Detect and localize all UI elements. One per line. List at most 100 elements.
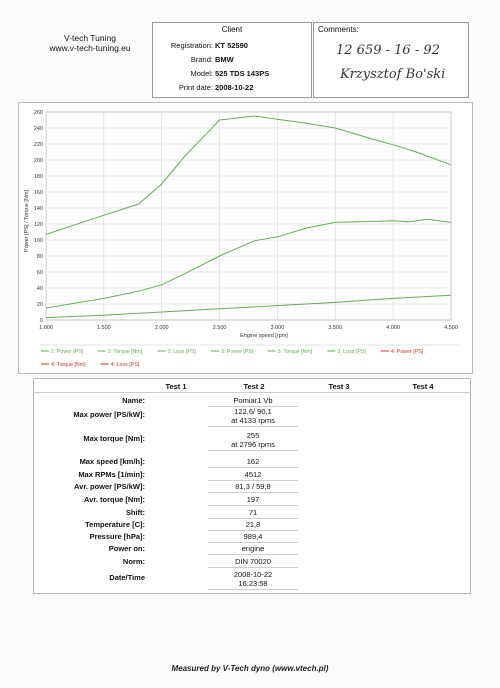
results-table: Test 1 Test 2 Test 3 Test 4 Name: Pomiar1… [33,378,471,594]
client-value: 2008-10-22 [215,83,254,92]
result-row-divider [208,480,298,481]
x-tick-label: 2.500 [213,325,227,331]
legend-item: 3: Loss [PS] [337,349,366,355]
result-value-line: 16:23:58 [238,579,268,588]
brand-block: V-tech Tuning www.v-tech-tuning.eu [30,33,150,53]
result-row-label: Max power [PS/kW]: [73,410,145,419]
legend-item: 2: Torque [Nm] [108,349,143,355]
result-row-divider [208,492,298,493]
result-value-test2: 122,6/ 90,1 at 4133 rpms [208,407,298,425]
result-row-divider [208,567,298,568]
chart-ticks: 1.000 1.500 2.000 2.500 3.000 3.500 4.000 4.500… [34,110,458,331]
y-tick-label: 20 [37,302,43,308]
dyno-chart-frame: 1.000 1.500 2.000 2.500 3.000 3.500 4.000 4.500… [18,102,473,374]
y-tick-label: 200 [34,158,43,164]
x-tick-label: 2.000 [155,325,169,331]
footer-note: Measured by V-Tech dyno (www.vtech.pl) [171,664,329,673]
column-header-test3: Test 3 [328,382,350,391]
dyno-chart: 1.000 1.500 2.000 2.500 3.000 3.500 4.000 4.500… [24,110,460,368]
result-value-line: Pomiar1 Vb [233,396,273,405]
result-row-divider [208,530,298,531]
series-line-2 [45,218,452,309]
result-value-line: at 4133 rpms [231,416,275,425]
result-value-test2: 81,3 / 59,8 [208,482,298,491]
result-row-label: Pressure [hPa]: [89,532,145,541]
result-row-label: Shift: [125,508,145,517]
result-row-label: Name: [122,396,145,405]
result-value-line: engine [241,544,265,553]
result-value-line: DIN 70020 [235,557,271,566]
result-value-line: 162 [246,457,260,466]
result-value-test2: 989,4 [208,532,298,541]
client-row-print-date: Print date: 2008-10-22 [153,83,311,95]
result-row-divider [208,554,298,555]
result-value-line: 71 [248,508,258,517]
result-value-test2: DIN 70020 [208,557,298,566]
y-tick-label: 0 [40,318,43,324]
result-row-label: Date/Time [109,573,145,582]
x-tick-label: 4.000 [386,325,400,331]
result-value-line: at 2796 rpms [231,440,275,449]
result-value-test2: Pomiar1 Vb [208,396,298,405]
comments-panel: Comments: 12 659 - 16 - 92 Krzysztof Bo'… [313,22,469,98]
result-value-line: 2008-10-22 [233,570,273,579]
result-value-line: 122,6/ 90,1 [234,407,272,416]
legend-item: 3: Torque [Nm] [278,349,313,355]
result-value-test2: 255 at 2796 rpms [208,431,298,449]
chart-series [45,115,452,319]
client-value: 525 TDS 143PS [215,69,270,78]
x-tick-label: 4.500 [444,325,458,331]
result-row-label: Max torque [Nm]: [83,434,145,443]
y-tick-label: 120 [34,222,43,228]
result-row-divider [208,467,298,468]
client-row-brand: Brand: BMW [153,55,311,67]
result-value-line: 197 [246,495,260,504]
y-tick-label: 160 [34,190,43,196]
x-tick-label: 1.500 [97,325,111,331]
client-label: Brand: [190,55,213,64]
column-header-test2: Test 2 [243,382,265,391]
result-row-label: Norm: [122,557,145,566]
result-row-label: Temperature [C]: [85,520,145,529]
plot-area [45,111,452,321]
result-value-test2: 197 [208,495,298,504]
y-tick-label: 80 [37,254,43,260]
column-header-test1: Test 1 [165,382,187,391]
result-value-line: 255 [246,431,260,440]
result-value-test2: engine [208,544,298,553]
comments-handwriting-line2: Krzysztof Bo'ski [340,67,446,82]
y-tick-label: 60 [37,270,43,276]
comments-handwriting-line1: 12 659 - 16 - 92 [336,43,440,58]
result-row-divider [208,589,298,590]
x-tick-label: 3.000 [271,325,285,331]
client-label: Registration: [170,41,213,50]
comments-title: Comments: [318,25,359,34]
result-row-label: Max RPMs [1/min]: [78,470,145,479]
result-row-divider [208,426,298,427]
legend-item: 2: Loss [PS] [167,349,196,355]
result-row-divider [208,450,298,451]
header-divider [34,392,470,393]
result-value-test2: 21,8 [208,520,298,529]
client-label: Print date: [178,83,213,92]
result-row-label: Power on: [108,544,145,553]
result-row-divider [208,542,298,543]
client-value: BMW [215,55,234,64]
x-tick-label: 1.000 [39,325,53,331]
result-value-test2: 4512 [208,470,298,479]
legend-item: 4: Power [PS] [391,349,424,355]
y-tick-label: 180 [34,174,43,180]
client-panel: Client Registration: KT 52590 Brand: BMW… [152,22,312,98]
client-title: Client [221,25,243,34]
client-label: Model: [190,69,213,78]
legend-item: 4: Loss [PS] [111,362,140,368]
result-row-divider [208,406,298,407]
legend-item: 3: Power [PS] [221,349,254,355]
series-line-3 [45,294,452,319]
result-row-label: Avr. power [PS/kW]: [74,482,145,491]
column-header-test4: Test 4 [412,382,434,391]
series-line-1 [45,115,452,235]
result-row-divider [208,518,298,519]
result-value-test2: 162 [208,457,298,466]
chart-grid [45,111,452,321]
